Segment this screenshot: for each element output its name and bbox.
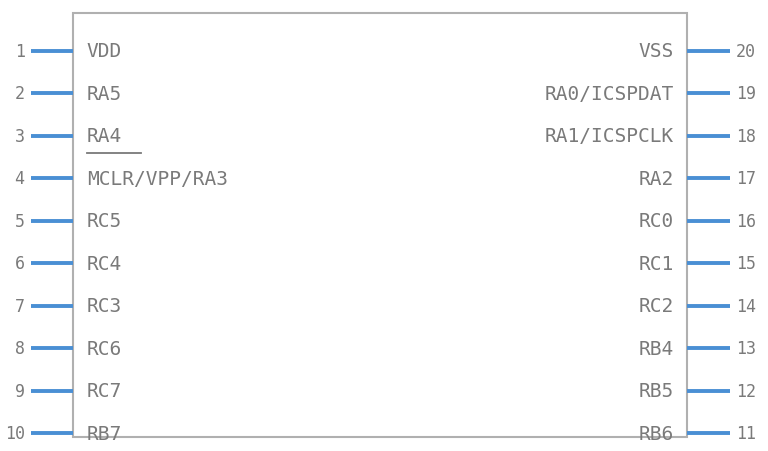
Text: 6: 6	[15, 255, 25, 273]
Text: 2: 2	[15, 85, 25, 103]
Text: 1: 1	[15, 43, 25, 61]
Text: 9: 9	[15, 382, 25, 400]
Text: 20: 20	[736, 43, 756, 61]
Text: 7: 7	[15, 297, 25, 315]
Text: 17: 17	[736, 170, 756, 188]
Text: RC0: RC0	[638, 212, 674, 231]
Text: RB5: RB5	[638, 382, 674, 400]
Text: 12: 12	[736, 382, 756, 400]
Bar	[73, 14, 687, 437]
Text: RC3: RC3	[87, 297, 122, 316]
Text: RB7: RB7	[87, 424, 122, 443]
Text: RC1: RC1	[638, 254, 674, 273]
Text: 5: 5	[15, 212, 25, 230]
Text: RC4: RC4	[87, 254, 122, 273]
Text: 8: 8	[15, 340, 25, 358]
Text: 4: 4	[15, 170, 25, 188]
Text: RA1/ICSPCLK: RA1/ICSPCLK	[545, 127, 674, 146]
Text: RA4: RA4	[87, 127, 122, 146]
Text: 13: 13	[736, 340, 756, 358]
Text: RA5: RA5	[87, 85, 122, 104]
Text: RC2: RC2	[638, 297, 674, 316]
Text: RA2: RA2	[638, 170, 674, 189]
Text: 11: 11	[736, 424, 756, 442]
Text: 19: 19	[736, 85, 756, 103]
Text: 10: 10	[5, 424, 25, 442]
Text: RC5: RC5	[87, 212, 122, 231]
Text: 16: 16	[736, 212, 756, 230]
Text: RB4: RB4	[638, 339, 674, 358]
Text: RB6: RB6	[638, 424, 674, 443]
Text: VSS: VSS	[638, 42, 674, 61]
Text: 18: 18	[736, 128, 756, 146]
Text: 3: 3	[15, 128, 25, 146]
Text: VDD: VDD	[87, 42, 122, 61]
Text: RC7: RC7	[87, 382, 122, 400]
Text: 14: 14	[736, 297, 756, 315]
Text: 15: 15	[736, 255, 756, 273]
Text: RC6: RC6	[87, 339, 122, 358]
Text: MCLR/VPP/RA3: MCLR/VPP/RA3	[87, 170, 228, 189]
Text: RA0/ICSPDAT: RA0/ICSPDAT	[545, 85, 674, 104]
